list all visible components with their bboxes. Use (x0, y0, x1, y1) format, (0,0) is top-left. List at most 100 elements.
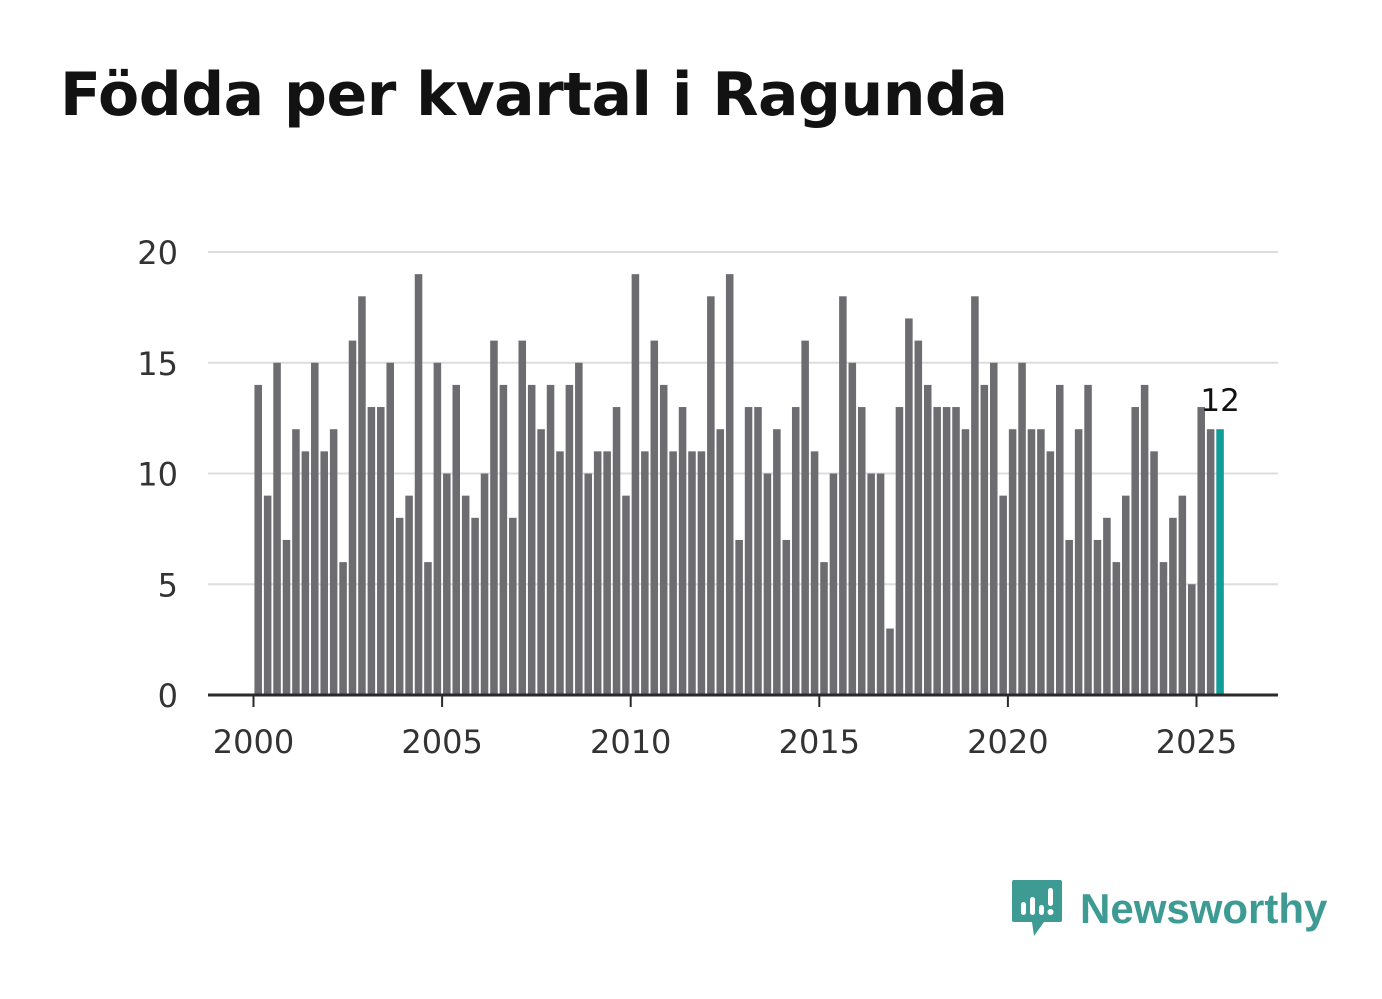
bar (1169, 517, 1177, 695)
bar (424, 562, 432, 695)
bar (386, 362, 394, 695)
bar (301, 451, 310, 695)
tick-labels: 0 5 10 15 20 12 2000 2005 2010 2015 2020 2025 (137, 234, 1240, 761)
bar (1131, 407, 1139, 695)
bar (273, 362, 281, 695)
bar (584, 473, 593, 695)
brand-logo: Newsworthy (1010, 878, 1327, 940)
bar (575, 362, 583, 695)
bar (989, 362, 998, 695)
bar (810, 451, 819, 695)
bar (876, 473, 885, 695)
bar (735, 539, 743, 695)
y-tick-label: 10 (137, 456, 178, 494)
bar (980, 384, 989, 695)
y-tick-label: 5 (158, 566, 178, 604)
x-tick-label: 2025 (1156, 723, 1237, 761)
bar (1008, 429, 1017, 695)
bar (320, 451, 328, 695)
bar-highlight (1216, 429, 1224, 695)
bar (1055, 384, 1064, 695)
bar (1150, 451, 1158, 695)
bar (820, 562, 828, 695)
bar (895, 407, 904, 695)
bar (1112, 562, 1121, 695)
bar (527, 384, 536, 695)
bar (763, 473, 772, 695)
bar (622, 495, 630, 695)
newsworthy-logo-icon (1012, 880, 1062, 936)
y-tick-label: 15 (137, 345, 178, 383)
brand-name: Newsworthy (1080, 885, 1328, 932)
bar (1093, 539, 1102, 695)
bar (659, 384, 668, 695)
bar (433, 362, 442, 695)
bar (773, 429, 781, 695)
bar (443, 473, 451, 695)
bar (461, 495, 470, 695)
data-label: 12 (1200, 383, 1239, 419)
bar (999, 495, 1007, 695)
bar (452, 384, 461, 695)
bar (650, 340, 659, 695)
bar (725, 274, 734, 695)
bar (1159, 562, 1168, 695)
bar (1037, 429, 1045, 695)
bar (961, 429, 970, 695)
bar (801, 340, 809, 695)
bar (414, 274, 423, 695)
bar (518, 340, 527, 695)
bar (669, 451, 677, 695)
bar (499, 384, 508, 695)
bar (480, 473, 489, 695)
bar (933, 407, 941, 695)
bar (754, 407, 762, 695)
page-title: Födda per kvartal i Ragunda (60, 60, 1008, 130)
bar (942, 407, 951, 695)
bar (1027, 429, 1036, 695)
bar (367, 407, 376, 695)
bar (631, 274, 640, 695)
bar (1140, 384, 1149, 695)
x-tick-label: 2015 (779, 723, 860, 761)
bar (471, 517, 479, 695)
bar (707, 296, 715, 695)
bar (744, 407, 753, 695)
bar (254, 384, 262, 695)
bar (1046, 451, 1055, 695)
bar (923, 384, 932, 695)
bar (565, 384, 574, 695)
bar (348, 340, 357, 695)
bar (358, 296, 366, 695)
bar (1188, 584, 1196, 695)
bar (1197, 407, 1205, 695)
bar (971, 296, 979, 695)
bar (1122, 495, 1130, 695)
bar (782, 539, 791, 695)
bar (1206, 429, 1215, 695)
bar (914, 340, 923, 695)
bar (1084, 384, 1092, 695)
bar (697, 451, 706, 695)
y-tick-label: 20 (137, 234, 178, 272)
bar (688, 451, 696, 695)
x-tick-label: 2000 (213, 723, 294, 761)
bar (1074, 429, 1083, 695)
bar (678, 407, 687, 695)
bars (254, 274, 1224, 695)
bar (848, 362, 857, 695)
bar (282, 539, 291, 695)
x-tick-label: 2005 (401, 723, 482, 761)
bar (593, 451, 602, 695)
bar (311, 362, 319, 695)
bar (546, 384, 555, 695)
bar (829, 473, 838, 695)
bar (329, 429, 338, 695)
bar (377, 407, 385, 695)
y-tick-label: 0 (158, 677, 178, 715)
bar (1103, 517, 1111, 695)
bar (612, 407, 621, 695)
bar (952, 407, 960, 695)
bar (603, 451, 611, 695)
